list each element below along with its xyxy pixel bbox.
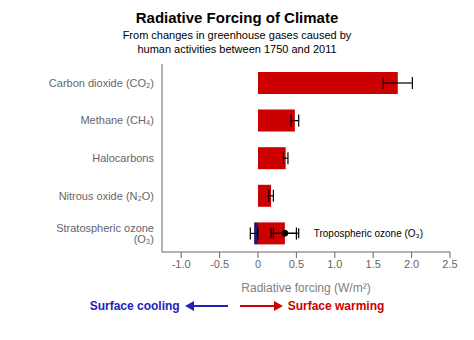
svg-text:Radiative forcing (W/m²): Radiative forcing (W/m²) (241, 281, 370, 295)
svg-text:1.5: 1.5 (366, 258, 381, 270)
html-text:From changes in greenhouse gas: From changes in greenhouse gases caused … (122, 29, 352, 55)
svg-text:1.0: 1.0 (327, 258, 342, 270)
svg-text:Halocarbons: Halocarbons (92, 152, 154, 164)
svg-text:2.5: 2.5 (442, 258, 457, 270)
html-text:Radiative Forcing of Climate: Radiative Forcing of Climate (135, 9, 339, 26)
svg-text:Carbon dioxide (CO₂): Carbon dioxide (CO₂) (49, 77, 154, 89)
html-text:Surface warming: Surface warming (287, 299, 385, 313)
svg-text:2.0: 2.0 (404, 258, 419, 270)
svg-text:Methane (CH₄): Methane (CH₄) (80, 114, 154, 126)
svg-text:Nitrous oxide (N₂O): Nitrous oxide (N₂O) (59, 190, 154, 202)
svg-text:Tropospheric ozone (O₃): Tropospheric ozone (O₃) (314, 228, 423, 239)
svg-text:0: 0 (255, 258, 261, 270)
svg-text:-0.5: -0.5 (210, 258, 229, 270)
svg-text:-1.0: -1.0 (172, 258, 191, 270)
svg-text:Stratospheric ozone(O₃): Stratospheric ozone(O₃) (56, 222, 154, 245)
svg-text:0.5: 0.5 (289, 258, 304, 270)
html-text:Surface cooling: Surface cooling (89, 299, 180, 313)
